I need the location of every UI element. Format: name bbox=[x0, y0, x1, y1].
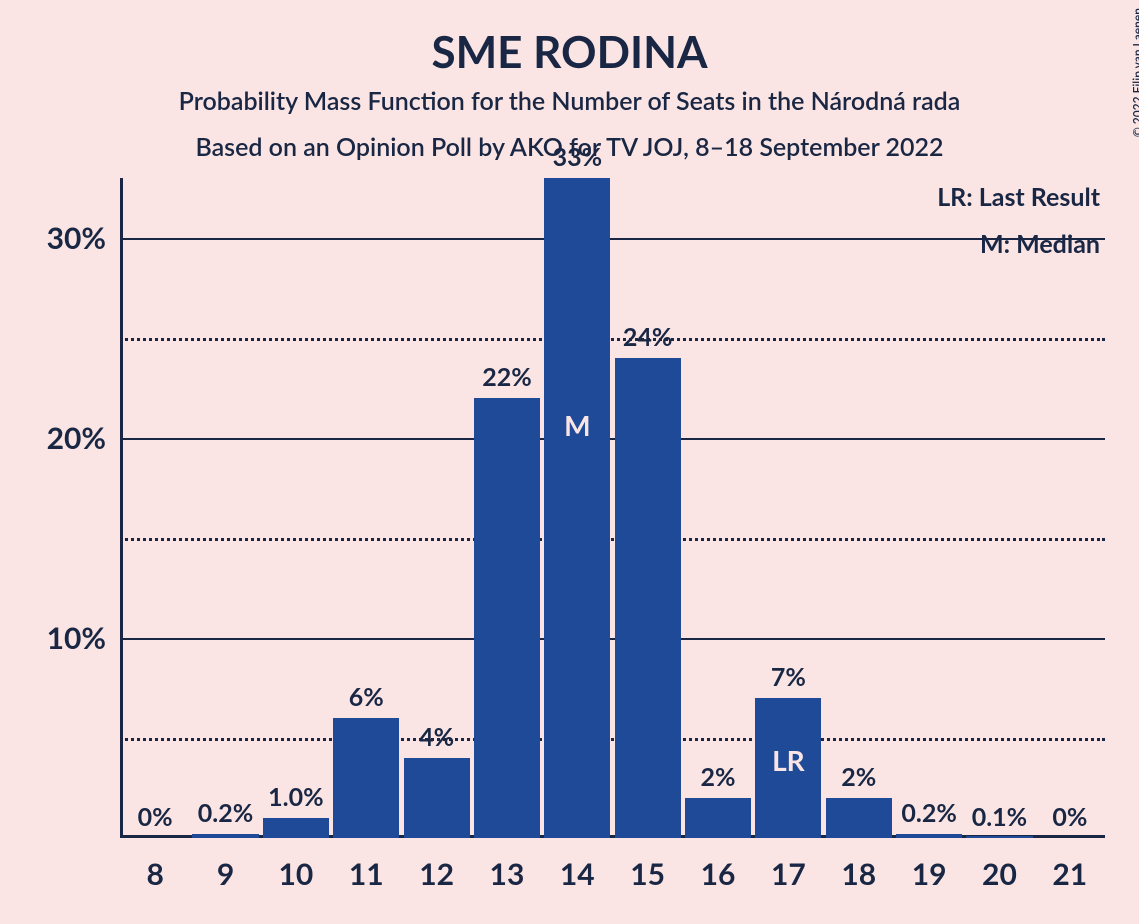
bar: 2% bbox=[826, 798, 892, 838]
bar-value-label: 1.0% bbox=[268, 782, 323, 818]
bar-value-label: 7% bbox=[771, 662, 806, 698]
pmf-bar-chart: 10%20%30%0%80.2%91.0%106%114%1222%1333%M… bbox=[120, 178, 1105, 838]
gridline-minor bbox=[120, 538, 1105, 541]
y-tick-label: 30% bbox=[47, 220, 120, 256]
bar-value-label: 4% bbox=[419, 722, 454, 758]
bar-value-label: 0.1% bbox=[972, 802, 1027, 838]
x-tick-label: 11 bbox=[349, 838, 384, 892]
bar-value-label: 2% bbox=[701, 762, 736, 798]
y-tick-label: 10% bbox=[47, 620, 120, 656]
bar-value-label: 0.2% bbox=[198, 798, 253, 834]
bar: 6% bbox=[333, 718, 399, 838]
gridline-major bbox=[120, 638, 1105, 640]
x-tick-label: 18 bbox=[841, 838, 876, 892]
copyright-text: © 2022 Filip van Laenen bbox=[1130, 8, 1139, 137]
bar-value-label: 33% bbox=[553, 142, 603, 178]
x-tick-label: 20 bbox=[982, 838, 1017, 892]
x-tick-label: 10 bbox=[278, 838, 313, 892]
bar-value-label: 24% bbox=[623, 322, 673, 358]
bar-value-label: 2% bbox=[841, 762, 876, 798]
chart-subtitle-1: Probability Mass Function for the Number… bbox=[0, 86, 1139, 116]
x-tick-label: 21 bbox=[1052, 838, 1087, 892]
gridline-minor bbox=[120, 338, 1105, 341]
x-tick-label: 14 bbox=[560, 838, 595, 892]
x-tick-label: 13 bbox=[490, 838, 525, 892]
bar: 1.0% bbox=[263, 818, 329, 838]
gridline-minor bbox=[120, 738, 1105, 741]
bar-value-label: 6% bbox=[349, 682, 384, 718]
bar: 24% bbox=[615, 358, 681, 838]
x-tick-label: 9 bbox=[217, 838, 234, 892]
bar-value-label: 22% bbox=[482, 362, 532, 398]
bar: 22% bbox=[474, 398, 540, 838]
x-tick-label: 15 bbox=[630, 838, 665, 892]
x-tick-label: 8 bbox=[146, 838, 163, 892]
x-tick-label: 19 bbox=[912, 838, 947, 892]
bar: 33%M bbox=[544, 178, 610, 838]
bar-value-label: 0% bbox=[1052, 802, 1087, 838]
bar: 4% bbox=[404, 758, 470, 838]
bar: 7%LR bbox=[755, 698, 821, 838]
gridline-major bbox=[120, 438, 1105, 440]
x-tick-label: 17 bbox=[771, 838, 806, 892]
bar-value-label: 0.2% bbox=[901, 798, 956, 834]
bar: 2% bbox=[685, 798, 751, 838]
y-tick-label: 20% bbox=[47, 420, 120, 456]
x-tick-label: 16 bbox=[701, 838, 736, 892]
bar-inner-label: M bbox=[564, 408, 590, 442]
bar-inner-label: LR bbox=[772, 743, 805, 777]
gridline-major bbox=[120, 238, 1105, 240]
chart-title: SME RODINA bbox=[0, 26, 1139, 78]
bar-value-label: 0% bbox=[138, 802, 173, 838]
x-tick-label: 12 bbox=[419, 838, 454, 892]
